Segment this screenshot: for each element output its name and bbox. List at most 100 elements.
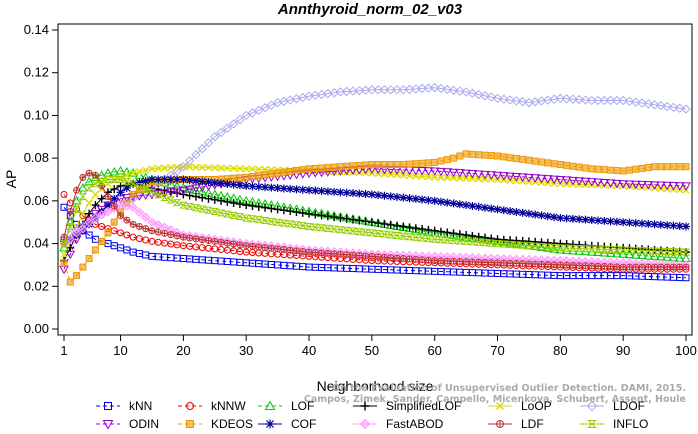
data-point	[449, 237, 458, 245]
data-point	[568, 244, 578, 252]
legend-item-ldf: LDF	[488, 417, 544, 431]
data-point	[612, 217, 621, 226]
data-point	[644, 164, 652, 172]
data-point	[399, 222, 408, 231]
data-point	[443, 236, 452, 244]
data-point	[311, 210, 320, 219]
data-point	[450, 257, 458, 265]
data-point	[367, 218, 376, 227]
data-point	[66, 222, 75, 230]
data-point	[474, 202, 483, 211]
data-point	[423, 226, 434, 236]
legend-marker	[496, 402, 504, 410]
data-point	[455, 230, 464, 239]
data-point	[235, 200, 244, 209]
x-tick-label: 10	[113, 343, 127, 358]
data-point	[298, 208, 307, 217]
data-point	[298, 222, 307, 230]
data-point	[273, 218, 282, 226]
data-point	[186, 163, 194, 171]
data-point	[135, 183, 144, 191]
data-point	[135, 235, 143, 243]
data-point	[405, 233, 414, 241]
data-point	[468, 238, 477, 246]
data-point	[318, 249, 326, 257]
data-point	[128, 202, 138, 212]
data-point	[619, 167, 627, 175]
data-point	[103, 201, 112, 210]
data-point	[506, 207, 515, 216]
data-point	[141, 185, 150, 193]
data-point	[556, 244, 565, 252]
data-point	[267, 244, 275, 252]
data-point	[355, 252, 363, 260]
y-axis-label: AP	[3, 170, 19, 189]
data-point	[198, 163, 206, 171]
data-point	[675, 222, 684, 231]
data-point	[374, 219, 383, 228]
data-point	[311, 164, 319, 172]
data-point	[462, 174, 470, 182]
data-point	[261, 203, 270, 212]
data-point	[160, 193, 169, 201]
data-point	[65, 250, 76, 260]
data-point	[248, 201, 257, 210]
data-point	[530, 174, 541, 183]
data-point	[184, 155, 195, 166]
data-point	[674, 182, 685, 191]
data-point	[135, 178, 144, 187]
data-point	[499, 206, 508, 215]
data-point	[248, 173, 256, 181]
data-point	[650, 247, 659, 255]
data-point	[185, 176, 194, 185]
data-point	[109, 167, 120, 176]
data-point	[393, 254, 401, 262]
data-point	[549, 243, 559, 251]
data-point	[473, 170, 484, 179]
data-point	[417, 234, 427, 242]
data-point	[436, 167, 446, 177]
data-point	[569, 261, 577, 269]
data-point	[85, 169, 93, 177]
data-point	[424, 235, 433, 243]
data-point	[317, 211, 326, 220]
legend-marker	[496, 420, 504, 428]
data-point	[79, 263, 87, 271]
x-tick-label: 80	[553, 343, 567, 358]
data-point	[336, 163, 344, 171]
data-point	[230, 174, 238, 182]
data-point	[380, 219, 389, 228]
legend-label: COF	[291, 417, 316, 431]
data-point	[443, 257, 451, 265]
data-point	[480, 233, 489, 242]
data-point	[65, 234, 75, 245]
data-point	[593, 95, 603, 106]
data-point	[203, 138, 214, 148]
data-point	[267, 183, 276, 192]
data-point	[373, 85, 383, 95]
data-point	[410, 224, 421, 234]
data-point	[161, 229, 169, 237]
data-point	[468, 258, 476, 266]
data-point	[186, 234, 194, 242]
x-tick-label: 90	[616, 343, 630, 358]
data-point	[448, 168, 459, 178]
data-point	[630, 250, 641, 259]
data-point	[273, 205, 282, 214]
data-point	[98, 222, 106, 230]
data-point	[517, 97, 528, 107]
data-point	[506, 259, 514, 267]
data-point	[79, 173, 87, 181]
data-point	[229, 198, 238, 207]
data-point	[368, 252, 376, 260]
x-axis-label: Neighborhood size	[317, 378, 434, 394]
data-point	[649, 100, 660, 110]
data-point	[122, 201, 132, 211]
data-point	[581, 262, 589, 270]
data-point	[443, 174, 451, 182]
data-point	[255, 172, 263, 180]
data-point	[486, 92, 496, 102]
data-point	[90, 210, 101, 219]
data-point	[292, 167, 300, 175]
